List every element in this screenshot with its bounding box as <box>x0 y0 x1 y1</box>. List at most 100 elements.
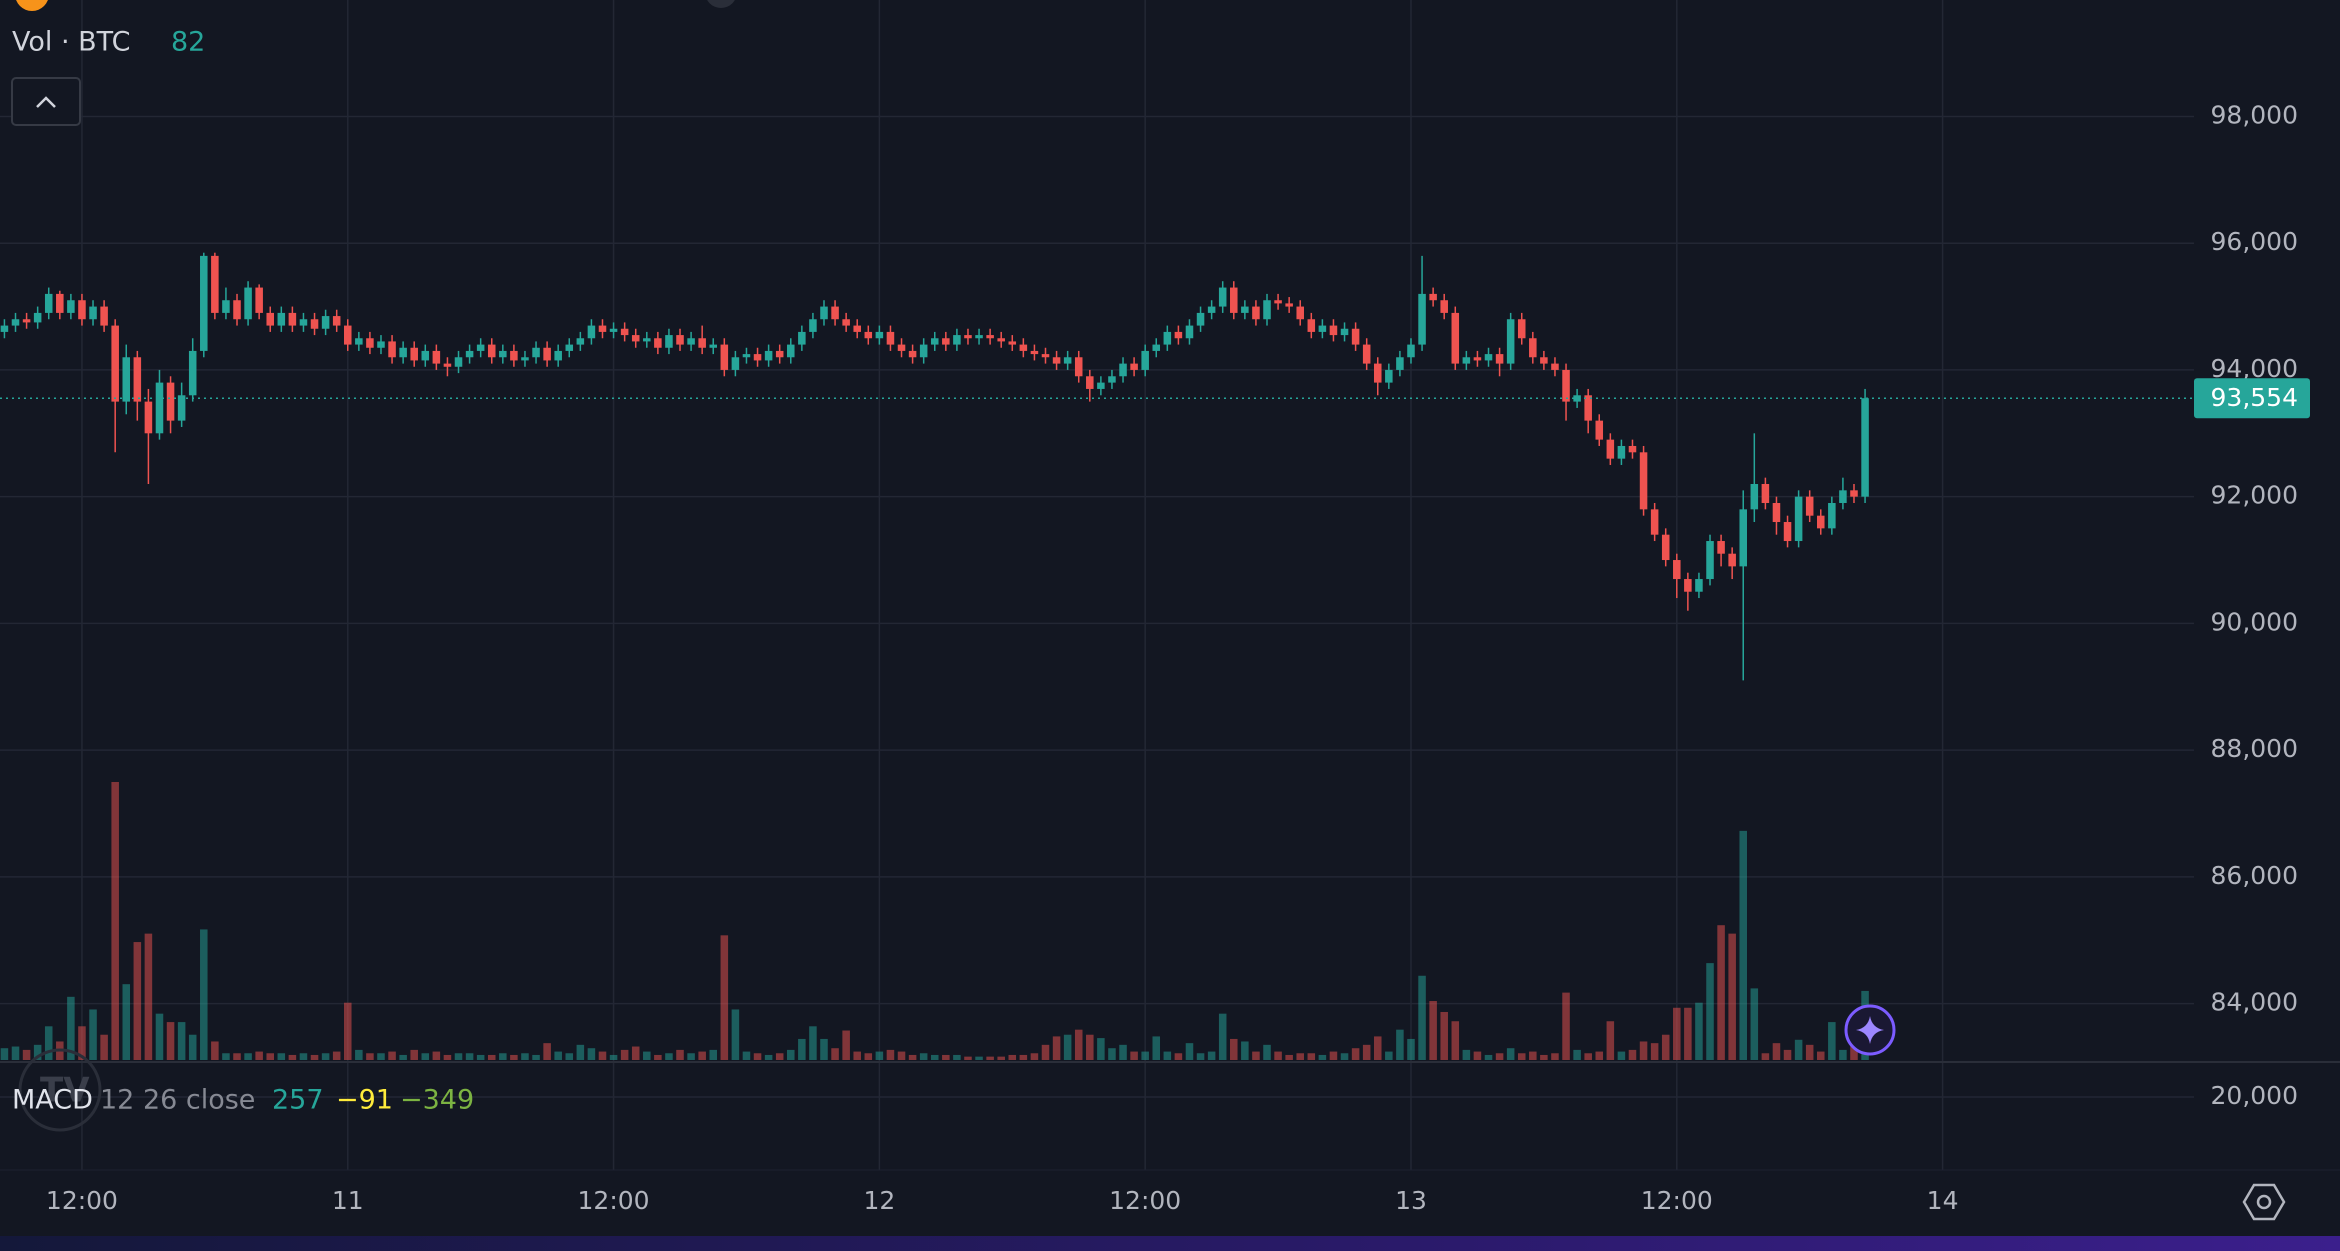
x-tick-label: 12:00 <box>1109 1186 1181 1215</box>
volume-bar <box>1573 1049 1581 1060</box>
candle-body <box>1861 398 1869 497</box>
candle-body <box>1152 344 1161 351</box>
settings-icon-center[interactable] <box>2256 1194 2272 1210</box>
x-tick-label: 12 <box>863 1186 895 1215</box>
volume-bar <box>1717 925 1725 1060</box>
candle-body <box>554 350 562 361</box>
volume-bar <box>1163 1051 1172 1060</box>
candle-body <box>1551 363 1559 370</box>
volume-bar <box>720 935 729 1060</box>
candle-body <box>1074 357 1083 377</box>
candle-body <box>78 300 86 320</box>
volume-bar <box>1761 1053 1770 1060</box>
candle-body <box>1562 369 1570 402</box>
candle-body <box>188 350 197 396</box>
volume-bar <box>897 1051 906 1060</box>
candle-body <box>1351 328 1360 345</box>
assistant-icon[interactable] <box>1856 1016 1884 1044</box>
candle-body <box>831 306 839 320</box>
collapse-icon[interactable] <box>36 96 56 108</box>
candle-body <box>631 335 640 342</box>
candle-body <box>288 312 297 326</box>
candle-body <box>731 357 740 370</box>
volume-bar <box>565 1053 574 1060</box>
candle-body <box>709 344 718 348</box>
last-price-box <box>2194 378 2310 419</box>
candle-body <box>1041 354 1050 358</box>
volume-bar <box>1650 1043 1659 1060</box>
candle-body <box>1418 293 1426 345</box>
candle-body <box>1285 303 1293 307</box>
volume-bar <box>1074 1029 1083 1060</box>
volume-bar <box>222 1053 230 1060</box>
candle-body <box>643 338 651 342</box>
volume-bar <box>908 1054 917 1060</box>
candle-body <box>1362 344 1371 364</box>
collapse-button[interactable] <box>11 77 81 126</box>
x-tick-label: 12:00 <box>1641 1186 1713 1215</box>
volume-bar <box>820 1038 828 1060</box>
candle-body <box>1307 319 1316 332</box>
volume-bar <box>1130 1051 1138 1060</box>
settings-icon[interactable] <box>2242 1183 2286 1221</box>
volume-bar <box>22 1049 31 1060</box>
candle-body <box>620 328 629 336</box>
candle-body <box>1130 363 1138 370</box>
candle-body <box>410 347 418 361</box>
volume-bar <box>753 1053 762 1060</box>
volume-bar <box>211 1041 219 1060</box>
assistant-button[interactable] <box>1844 1004 1896 1056</box>
volume-bar <box>676 1049 684 1060</box>
candle-body <box>332 316 341 326</box>
volume-bar <box>1805 1044 1814 1060</box>
volume-bar <box>1086 1034 1094 1060</box>
candle-body <box>1473 357 1482 361</box>
candle-body <box>1052 357 1061 364</box>
y-tick-label: 90,000 <box>2211 607 2298 636</box>
volume-bar <box>919 1053 928 1060</box>
candle-layer <box>0 252 1869 681</box>
candle-body <box>67 300 75 313</box>
candle-body <box>1097 382 1105 389</box>
settings-button[interactable] <box>2242 1183 2286 1221</box>
candle-body <box>1373 363 1382 383</box>
volume-bar <box>100 1034 108 1060</box>
volume-bar <box>410 1049 418 1060</box>
candle-body <box>565 344 574 351</box>
volume-bar <box>997 1056 1005 1060</box>
volume-bar <box>1839 1049 1847 1060</box>
volume-bar <box>1606 1021 1615 1060</box>
y-tick-label: 98,000 <box>2211 100 2298 129</box>
volume-bar <box>1473 1051 1482 1060</box>
volume-bar <box>421 1053 430 1060</box>
candle-body <box>742 354 751 358</box>
volume-bar <box>1019 1054 1028 1060</box>
volume-bar <box>620 1049 629 1060</box>
candle-body <box>609 328 618 332</box>
volume-bar <box>864 1053 873 1060</box>
candle-body <box>775 350 784 358</box>
candle-body <box>1407 344 1415 358</box>
candle-body <box>1063 357 1072 364</box>
volume-bar <box>631 1046 640 1060</box>
volume-bar <box>499 1053 507 1060</box>
volume-bar <box>643 1051 651 1060</box>
logo[interactable] <box>18 1048 102 1132</box>
candle-body <box>454 357 463 367</box>
candle-body <box>1695 579 1703 592</box>
volume-bar <box>432 1051 441 1060</box>
volume-bar <box>1119 1044 1127 1060</box>
candle-body <box>942 338 950 345</box>
candle-body <box>122 357 131 402</box>
candle-body <box>986 335 994 339</box>
candle-body <box>975 335 983 339</box>
collapse-button-frame[interactable] <box>11 77 81 126</box>
macd-params: 12 26 close <box>100 1085 255 1116</box>
volume-bar <box>609 1054 618 1060</box>
candle-body <box>1196 312 1205 326</box>
volume-bar <box>1794 1039 1803 1060</box>
volume-bar <box>1329 1051 1338 1060</box>
volume-bar <box>665 1053 673 1060</box>
candle-body <box>1451 312 1460 364</box>
